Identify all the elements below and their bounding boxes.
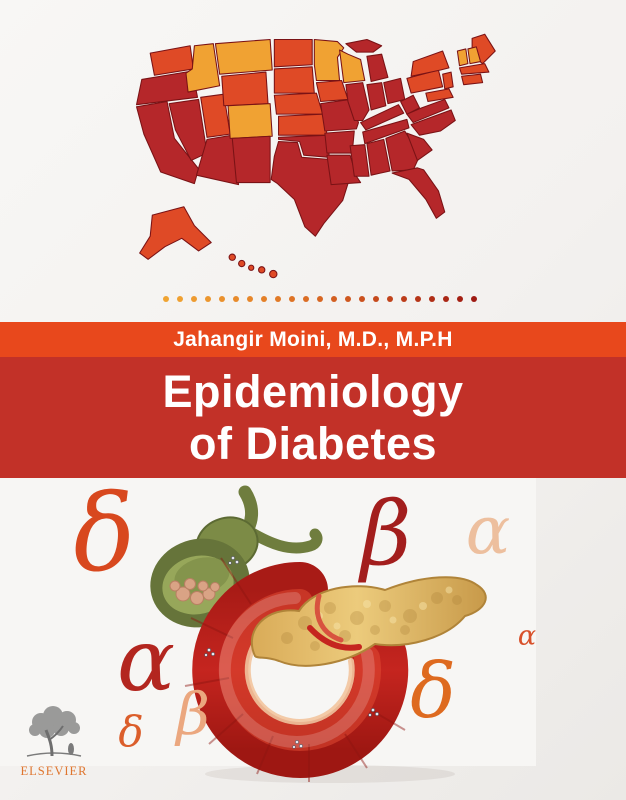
state-WI bbox=[339, 49, 366, 84]
divider-dot bbox=[415, 296, 421, 302]
state-WA bbox=[149, 45, 194, 76]
us-map-svg bbox=[135, 33, 496, 279]
divider-dot bbox=[345, 296, 351, 302]
state-KS bbox=[278, 113, 328, 136]
divider-dot bbox=[163, 296, 169, 302]
divider-dots bbox=[163, 296, 483, 302]
divider-dot bbox=[359, 296, 365, 302]
state-IN bbox=[366, 82, 387, 111]
state-NC bbox=[410, 109, 456, 136]
state-NE bbox=[273, 92, 324, 115]
divider-dot bbox=[261, 296, 267, 302]
pancreas-illustration-svg bbox=[150, 485, 487, 783]
divider-dot bbox=[247, 296, 253, 302]
divider-dot bbox=[429, 296, 435, 302]
state-AR bbox=[324, 130, 355, 154]
state-OH bbox=[383, 77, 406, 105]
gallstones bbox=[169, 578, 220, 605]
divider-dot bbox=[177, 296, 183, 302]
book-title-line1: Epidemiology bbox=[162, 366, 464, 418]
duodenum-ridges bbox=[184, 557, 406, 782]
state-VA bbox=[406, 98, 450, 124]
pancreas bbox=[250, 576, 487, 667]
state-WV bbox=[400, 94, 421, 115]
author-name: Jahangir Moini, M.D., M.P.H bbox=[173, 327, 453, 351]
author-band: Jahangir Moini, M.D., M.P.H bbox=[0, 322, 626, 357]
divider-dot bbox=[219, 296, 225, 302]
divider-dot bbox=[387, 296, 393, 302]
state-HI bbox=[228, 253, 236, 261]
publisher-name: ELSEVIER bbox=[20, 764, 88, 778]
state-AK bbox=[139, 206, 212, 260]
divider-dot bbox=[471, 296, 477, 302]
elsevier-logo: ELSEVIER bbox=[16, 706, 92, 779]
divider-dot bbox=[275, 296, 281, 302]
state-HI bbox=[258, 266, 266, 274]
book-title-line2: of Diabetes bbox=[188, 417, 438, 469]
state-HI bbox=[269, 269, 278, 279]
state-HI bbox=[248, 264, 255, 271]
state-OR bbox=[135, 70, 199, 106]
title-band: Epidemiology of Diabetes bbox=[0, 357, 626, 478]
pancreas-texture bbox=[281, 592, 462, 651]
pancreatic-ducts bbox=[307, 593, 362, 651]
state-WY bbox=[221, 71, 269, 107]
state-AZ bbox=[195, 134, 240, 186]
divider-dot bbox=[317, 296, 323, 302]
divider-dot bbox=[289, 296, 295, 302]
divider-dot bbox=[373, 296, 379, 302]
pancreas-illustration bbox=[105, 478, 545, 790]
elsevier-tree-icon bbox=[26, 706, 82, 757]
divider-dot bbox=[443, 296, 449, 302]
us-map bbox=[108, 30, 508, 293]
state-KY bbox=[360, 104, 405, 131]
state-NM bbox=[231, 135, 271, 184]
state-NH bbox=[467, 46, 482, 65]
state-TN bbox=[362, 118, 410, 145]
state-MO bbox=[320, 98, 360, 132]
state-FL bbox=[391, 167, 446, 219]
divider-dot bbox=[191, 296, 197, 302]
state-MI-upper bbox=[345, 38, 383, 53]
divider-dot bbox=[331, 296, 337, 302]
state-CT bbox=[461, 73, 484, 86]
state-SD bbox=[273, 66, 315, 94]
state-MD bbox=[425, 88, 454, 103]
state-MI bbox=[366, 53, 389, 83]
divider-dot bbox=[205, 296, 211, 302]
state-CO bbox=[227, 103, 273, 139]
state-IL bbox=[345, 82, 370, 121]
state-VT bbox=[456, 48, 469, 67]
state-MA bbox=[458, 63, 490, 75]
state-NJ bbox=[442, 71, 454, 90]
state-MS bbox=[349, 144, 370, 177]
state-GA bbox=[385, 130, 421, 172]
state-HI bbox=[238, 259, 246, 268]
state-CA bbox=[135, 101, 200, 185]
state-ND bbox=[273, 38, 313, 68]
divider-dot bbox=[401, 296, 407, 302]
state-ID bbox=[185, 43, 221, 93]
state-AL bbox=[366, 138, 391, 176]
state-MT bbox=[214, 38, 273, 75]
state-NV bbox=[168, 98, 208, 161]
divider-dot bbox=[233, 296, 239, 302]
state-NY bbox=[410, 50, 450, 77]
state-IA bbox=[315, 79, 349, 103]
state-SC bbox=[406, 132, 433, 161]
divider-dot bbox=[303, 296, 309, 302]
state-MN bbox=[313, 38, 345, 82]
divider-dot bbox=[457, 296, 463, 302]
islet-specks bbox=[204, 556, 379, 749]
